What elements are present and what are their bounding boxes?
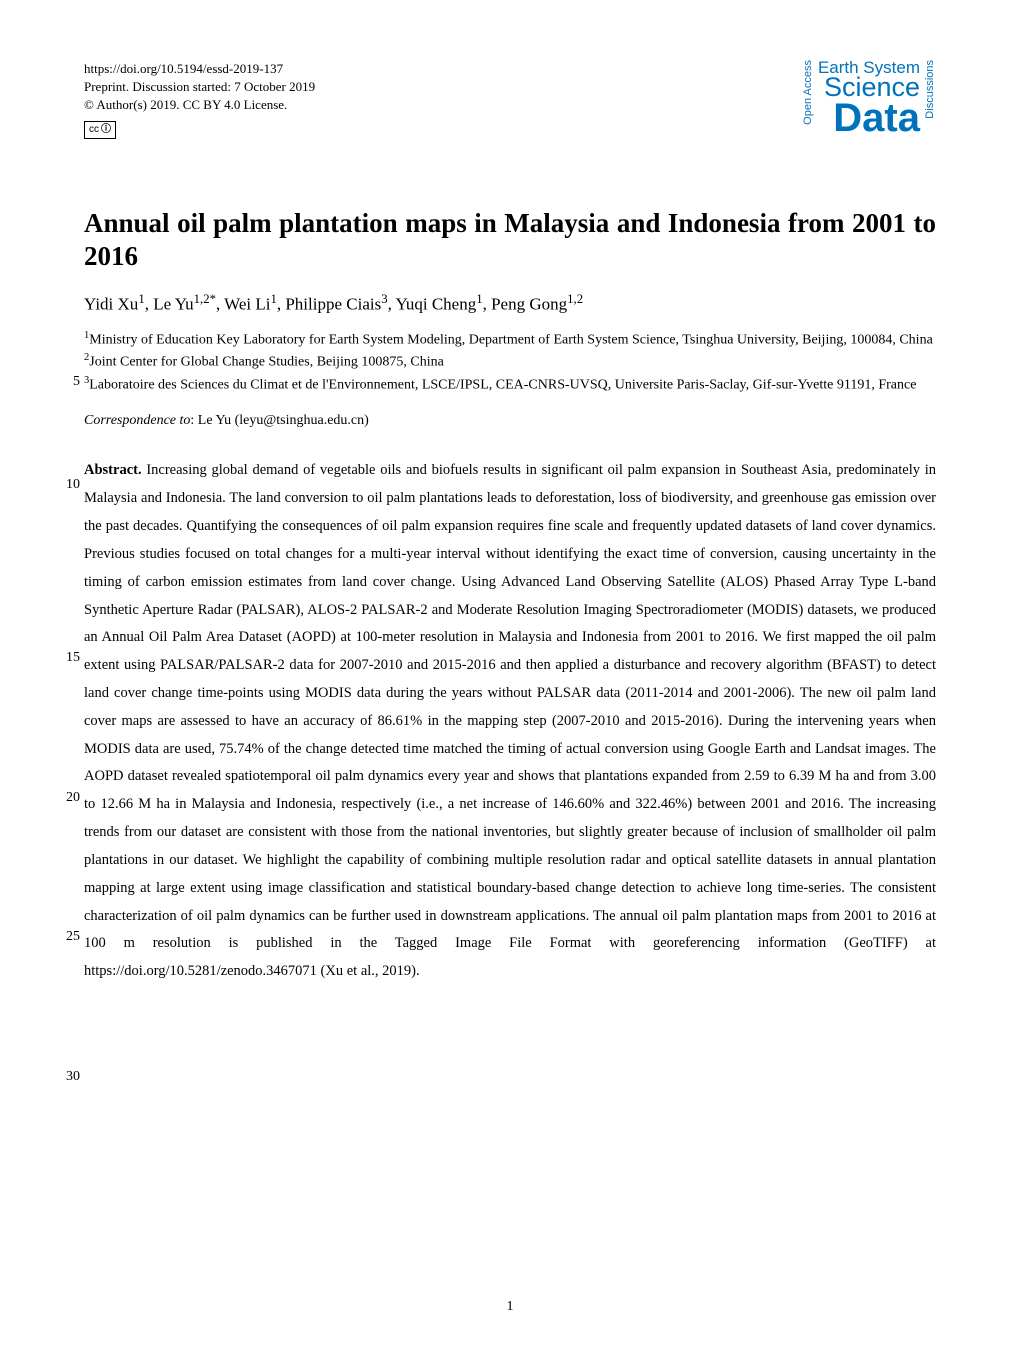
open-access-label: Open Access: [802, 60, 814, 125]
license-badge-row: cc ⓘ: [84, 121, 315, 139]
paper-title: Annual oil palm plantation maps in Malay…: [84, 207, 936, 275]
abstract-text: Increasing global demand of vegetable oi…: [84, 462, 936, 979]
cc-icon: cc ⓘ: [84, 121, 116, 139]
page-number: 1: [507, 1299, 514, 1315]
affiliation-2: 2Joint Center for Global Change Studies,…: [84, 351, 936, 373]
logo-data: Data: [818, 100, 920, 136]
abstract-label: Abstract.: [84, 462, 142, 478]
line-number-10: 10: [60, 477, 80, 493]
line-number-30: 30: [60, 1069, 80, 1085]
abstract-block: Abstract. Increasing global demand of ve…: [84, 457, 936, 986]
correspondence-text: : Le Yu (leyu@tsinghua.edu.cn): [190, 413, 368, 428]
journal-logo: Earth System Science Data: [818, 60, 920, 136]
line-number-20: 20: [60, 790, 80, 806]
header-row: https://doi.org/10.5194/essd-2019-137 Pr…: [84, 60, 936, 139]
copyright-line: © Author(s) 2019. CC BY 4.0 License.: [84, 96, 315, 114]
authors-list: Yidi Xu1, Le Yu1,2*, Wei Li1, Philippe C…: [84, 292, 936, 315]
affiliations-block: 1Ministry of Education Key Laboratory fo…: [84, 329, 936, 396]
header-right: Open Access Earth System Science Data Di…: [802, 60, 936, 136]
line-number-15: 15: [60, 650, 80, 666]
correspondence-label: Correspondence to: [84, 413, 190, 428]
header-left: https://doi.org/10.5194/essd-2019-137 Pr…: [84, 60, 315, 139]
affiliation-3: 3Laboratoire des Sciences du Climat et d…: [84, 374, 936, 396]
line-number-25: 25: [60, 929, 80, 945]
doi-link[interactable]: https://doi.org/10.5194/essd-2019-137: [84, 60, 315, 78]
affiliation-1: 1Ministry of Education Key Laboratory fo…: [84, 329, 936, 351]
line-number-5: 5: [60, 374, 80, 390]
correspondence-line: Correspondence to: Le Yu (leyu@tsinghua.…: [84, 413, 936, 429]
preprint-date: Preprint. Discussion started: 7 October …: [84, 78, 315, 96]
discussions-label: Discussions: [924, 60, 936, 119]
